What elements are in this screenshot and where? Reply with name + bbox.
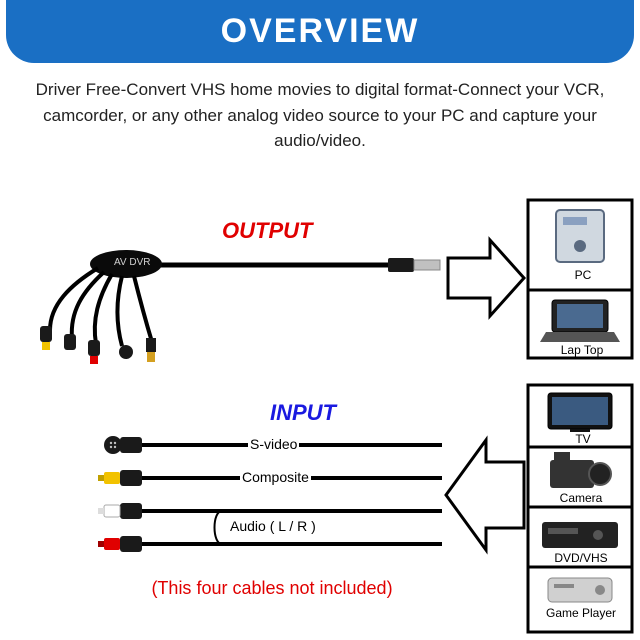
output-arrow-icon: [448, 240, 524, 316]
page-title: OVERVIEW: [6, 12, 634, 51]
tv-icon: [548, 393, 612, 432]
composite-label: Composite: [240, 469, 311, 485]
pc-icon: [556, 210, 604, 262]
input-arrow-icon: [446, 440, 524, 550]
dvdvhs-label: DVD/VHS: [552, 551, 610, 565]
input-label: INPUT: [270, 400, 336, 426]
dvd-vhs-icon: [542, 522, 618, 548]
camera-label: Camera: [556, 491, 606, 505]
gameplayer-label: Game Player: [540, 606, 622, 620]
audio-l-cable: [98, 503, 442, 519]
laptop-label: Lap Top: [554, 343, 610, 357]
audio-r-cable: [98, 536, 442, 552]
camera-icon: [550, 452, 611, 488]
svideo-label: S-video: [248, 436, 299, 452]
dvr-label: AV DVR: [114, 257, 151, 268]
pc-label: PC: [568, 268, 598, 282]
tv-label: TV: [568, 432, 598, 446]
output-usb-cable: [140, 258, 440, 272]
not-included-note: (This four cables not included): [92, 578, 452, 599]
output-label: OUTPUT: [222, 218, 312, 244]
laptop-icon: [540, 300, 620, 342]
audio-label: Audio ( L / R ): [228, 518, 318, 534]
description-text: Driver Free-Convert VHS home movies to d…: [0, 63, 640, 164]
header-banner: OVERVIEW: [6, 0, 634, 63]
game-player-icon: [548, 578, 612, 602]
